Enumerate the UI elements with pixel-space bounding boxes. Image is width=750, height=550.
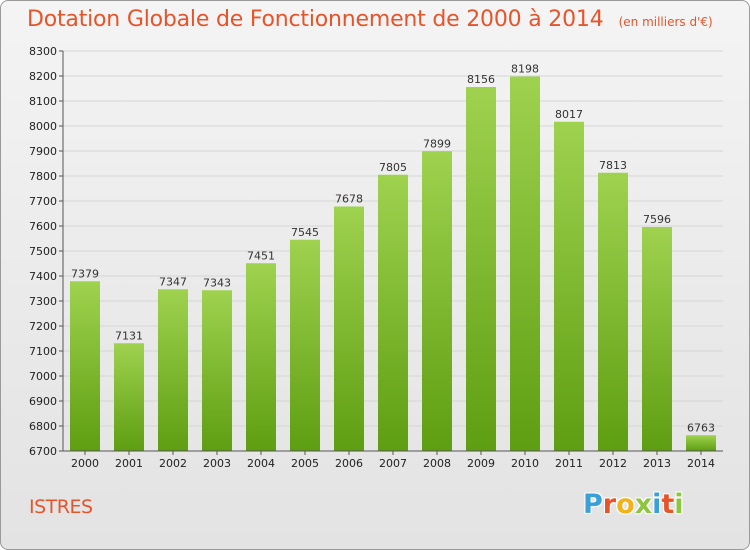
y-tick-label: 7900 bbox=[29, 145, 57, 158]
bar-2008 bbox=[422, 151, 452, 451]
bar-value-label: 7899 bbox=[423, 137, 451, 150]
bar-value-label: 7347 bbox=[159, 275, 187, 288]
x-tick-label: 2014 bbox=[687, 457, 715, 470]
y-tick-label: 8000 bbox=[29, 120, 57, 133]
y-tick-label: 6900 bbox=[29, 395, 57, 408]
bar-2002 bbox=[158, 289, 188, 451]
chart-unit-note: (en milliers d'€) bbox=[618, 15, 713, 29]
bar-value-label: 8198 bbox=[511, 63, 539, 76]
bar-2003 bbox=[202, 290, 232, 451]
bar-value-label: 7805 bbox=[379, 161, 407, 174]
x-tick-label: 2006 bbox=[335, 457, 363, 470]
y-tick-label: 8200 bbox=[29, 70, 57, 83]
x-tick-label: 2010 bbox=[511, 457, 539, 470]
bar-value-label: 7678 bbox=[335, 193, 363, 206]
bar-2001 bbox=[114, 343, 144, 451]
y-tick-label: 7300 bbox=[29, 295, 57, 308]
y-tick-label: 7600 bbox=[29, 220, 57, 233]
bar-layer: 7379 7131 7347 7343 7451 7545 7678 7805 7899 8156… bbox=[70, 63, 716, 451]
x-tick-label: 2007 bbox=[379, 457, 407, 470]
axis-layer: 6700 6800 6900 7000 7100 7200 7300 7400 7500 7600… bbox=[29, 45, 723, 470]
y-tick-label: 7800 bbox=[29, 170, 57, 183]
bar-value-label: 8017 bbox=[555, 108, 583, 121]
bar-value-label: 7545 bbox=[291, 226, 319, 239]
bar-value-label: 7813 bbox=[599, 159, 627, 172]
bar-value-label: 7379 bbox=[71, 267, 99, 280]
x-tick-label: 2003 bbox=[203, 457, 231, 470]
y-tick-label: 6800 bbox=[29, 420, 57, 433]
y-tick-label: 7000 bbox=[29, 370, 57, 383]
y-tick-label: 8100 bbox=[29, 95, 57, 108]
bar-value-label: 8156 bbox=[467, 73, 495, 86]
y-tick-label: 7200 bbox=[29, 320, 57, 333]
y-tick-label: 7500 bbox=[29, 245, 57, 258]
bar-2011 bbox=[554, 121, 584, 451]
chart-title: Dotation Globale de Fonctionnement de 20… bbox=[27, 7, 604, 32]
y-tick-label: 6700 bbox=[29, 445, 57, 458]
bar-2000 bbox=[70, 281, 100, 451]
bar-2004 bbox=[246, 263, 276, 451]
bar-2012 bbox=[598, 172, 628, 451]
bar-2014 bbox=[686, 435, 716, 451]
x-tick-label: 2001 bbox=[115, 457, 143, 470]
x-tick-label: 2013 bbox=[643, 457, 671, 470]
bar-2005 bbox=[290, 239, 320, 451]
bar-2007 bbox=[378, 174, 408, 451]
bar-value-label: 6763 bbox=[687, 421, 715, 434]
x-tick-label: 2000 bbox=[71, 457, 99, 470]
proxiti-logo[interactable]: Proxiti bbox=[583, 489, 684, 520]
x-tick-label: 2002 bbox=[159, 457, 187, 470]
y-tick-label: 8300 bbox=[29, 45, 57, 58]
bar-value-label: 7451 bbox=[247, 249, 275, 262]
bar-value-label: 7131 bbox=[115, 329, 143, 342]
y-tick-label: 7700 bbox=[29, 195, 57, 208]
x-tick-label: 2005 bbox=[291, 457, 319, 470]
bar-2010 bbox=[510, 76, 540, 451]
x-tick-label: 2009 bbox=[467, 457, 495, 470]
x-tick-label: 2004 bbox=[247, 457, 275, 470]
y-tick-label: 7400 bbox=[29, 270, 57, 283]
x-tick-label: 2011 bbox=[555, 457, 583, 470]
bar-2009 bbox=[466, 87, 496, 451]
x-tick-label: 2012 bbox=[599, 457, 627, 470]
bar-value-label: 7343 bbox=[203, 276, 231, 289]
bar-2013 bbox=[642, 227, 672, 451]
chart-title-row: Dotation Globale de Fonctionnement de 20… bbox=[27, 7, 713, 32]
x-tick-label: 2008 bbox=[423, 457, 451, 470]
city-name: ISTRES bbox=[29, 496, 93, 518]
y-tick-label: 7100 bbox=[29, 345, 57, 358]
bar-value-label: 7596 bbox=[643, 213, 671, 226]
bar-2006 bbox=[334, 206, 364, 451]
